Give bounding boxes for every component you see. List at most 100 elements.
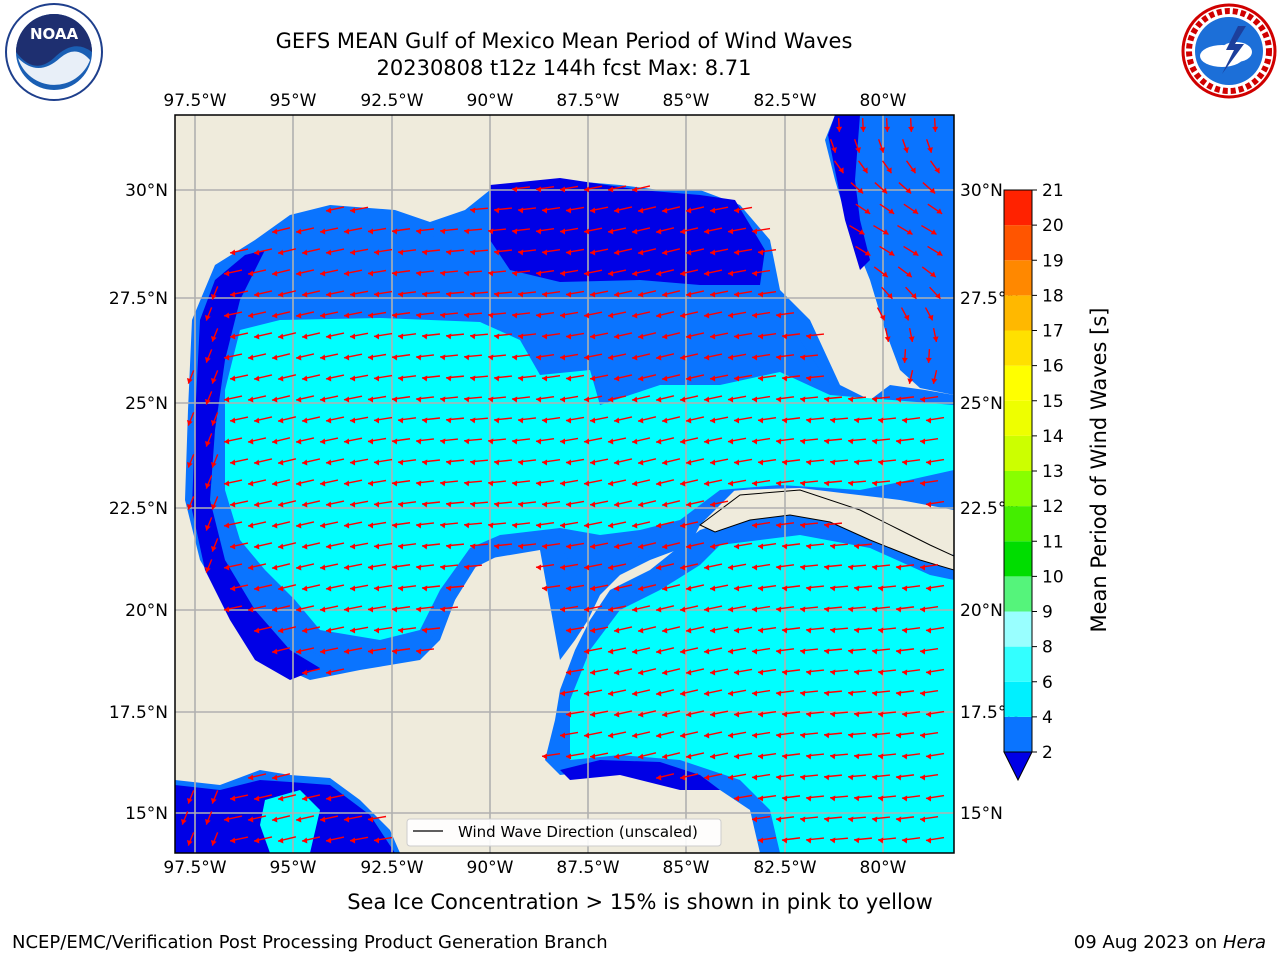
lon-label-bottom: 80°W — [860, 858, 907, 878]
wind-arrowhead — [614, 711, 620, 718]
wind-arrowhead — [210, 377, 217, 384]
wind-arrowhead — [830, 627, 836, 634]
wind-arrowhead — [608, 522, 614, 529]
wind-arrowhead — [392, 564, 398, 571]
wind-arrowhead — [350, 207, 356, 214]
wind-arrowhead — [902, 627, 908, 634]
wind-arrowhead — [782, 795, 788, 802]
wind-arrowhead — [368, 438, 374, 445]
wind-arrowhead — [186, 503, 193, 510]
wind-arrowhead — [920, 732, 926, 739]
wind-arrowhead — [662, 711, 668, 718]
wind-arrowhead — [710, 669, 716, 676]
wind-arrowhead — [686, 543, 692, 550]
wind-arrowhead — [566, 333, 572, 340]
wind-arrowhead — [656, 480, 662, 487]
wind-arrowhead — [320, 354, 326, 361]
wind-arrowhead — [662, 753, 668, 760]
wind-arrowhead — [752, 648, 758, 655]
wind-arrowhead — [302, 543, 308, 550]
wind-arrowhead — [824, 522, 830, 529]
wind-arrowhead — [686, 711, 692, 718]
wind-arrowhead — [608, 354, 614, 361]
wind-arrowhead — [710, 333, 716, 340]
wind-arrowhead — [686, 417, 692, 424]
gulf-water-core — [225, 318, 954, 640]
wind-arrowhead — [882, 271, 888, 278]
wind-arrowhead — [824, 396, 830, 403]
wind-arrowhead — [908, 336, 915, 342]
wind-arrowhead — [296, 396, 302, 403]
wind-arrowhead — [632, 396, 638, 403]
wind-arrowhead — [392, 270, 398, 277]
wind-arrowhead — [254, 375, 260, 382]
wind-arrowhead — [326, 837, 332, 844]
wind-arrowhead — [908, 126, 915, 132]
wind-arrowhead — [638, 249, 644, 256]
wind-arrowhead — [512, 312, 518, 319]
wind-arrowhead — [910, 167, 916, 174]
wind-arrowhead — [614, 207, 620, 214]
wind-arrowhead — [758, 837, 764, 844]
wind-arrowhead — [326, 795, 332, 802]
wind-arrowhead — [278, 501, 284, 508]
wind-arrowhead — [536, 270, 542, 277]
wind-arrowhead — [488, 270, 494, 277]
wind-arrowhead — [638, 417, 644, 424]
wind-arrowhead — [248, 522, 254, 529]
wind-arrowhead — [800, 648, 806, 655]
colorbar-segment — [1004, 471, 1032, 507]
wind-arrowhead — [854, 627, 860, 634]
wind-arrowhead — [584, 270, 590, 277]
wind-arrowhead — [680, 396, 686, 403]
wind-arrowhead — [686, 459, 692, 466]
wind-arrowhead — [374, 249, 380, 256]
wind-arrowhead — [566, 753, 572, 760]
wind-arrowhead — [392, 522, 398, 529]
wind-arrowhead — [632, 438, 638, 445]
wind-arrowhead — [776, 522, 782, 529]
wind-arrowhead — [464, 270, 470, 277]
wind-arrowhead — [518, 543, 524, 550]
lon-label-top: 82.5°W — [753, 91, 816, 111]
wind-arrowhead — [656, 312, 662, 319]
wind-arrowhead — [686, 753, 692, 760]
wind-arrowhead — [734, 249, 740, 256]
wind-arrowhead — [204, 566, 211, 573]
wind-arrowhead — [350, 501, 356, 508]
wind-arrowhead — [584, 648, 590, 655]
wind-arrowhead — [494, 291, 500, 298]
wind-arrowhead — [584, 522, 590, 529]
wind-arrowhead — [907, 378, 914, 384]
wind-arrowhead — [782, 753, 788, 760]
wind-arrowhead — [488, 438, 494, 445]
legend-label: Wind Wave Direction (unscaled) — [458, 823, 698, 841]
wind-arrowhead — [902, 417, 908, 424]
wind-arrowhead — [896, 564, 902, 571]
wind-arrowhead — [566, 375, 572, 382]
wind-arrowhead — [662, 459, 668, 466]
colorbar-tick-label: 19 — [1042, 251, 1064, 271]
wind-arrowhead — [584, 564, 590, 571]
wind-arrowhead — [518, 207, 524, 214]
caribbean-dark — [560, 760, 720, 790]
wind-arrowhead — [210, 503, 217, 510]
wind-arrowhead — [758, 753, 764, 760]
wind-arrowhead — [860, 126, 867, 132]
wind-arrowhead — [422, 501, 428, 508]
wind-arrowhead — [464, 228, 470, 235]
wind-arrowhead — [686, 249, 692, 256]
wind-arrowhead — [422, 249, 428, 256]
colorbar-label: Mean Period of Wind Waves [s] — [1087, 308, 1111, 633]
wind-arrowhead — [920, 774, 926, 781]
wind-arrowhead — [296, 270, 302, 277]
wind-arrowhead — [878, 753, 884, 760]
wind-arrowhead — [302, 669, 308, 676]
wind-arrowhead — [296, 480, 302, 487]
wind-arrowhead — [230, 795, 236, 802]
wind-arrowhead — [344, 564, 350, 571]
wind-arrowhead — [446, 459, 452, 466]
wind-arrowhead — [326, 207, 332, 214]
wind-arrowhead — [911, 293, 917, 299]
wind-arrowhead — [248, 816, 254, 823]
